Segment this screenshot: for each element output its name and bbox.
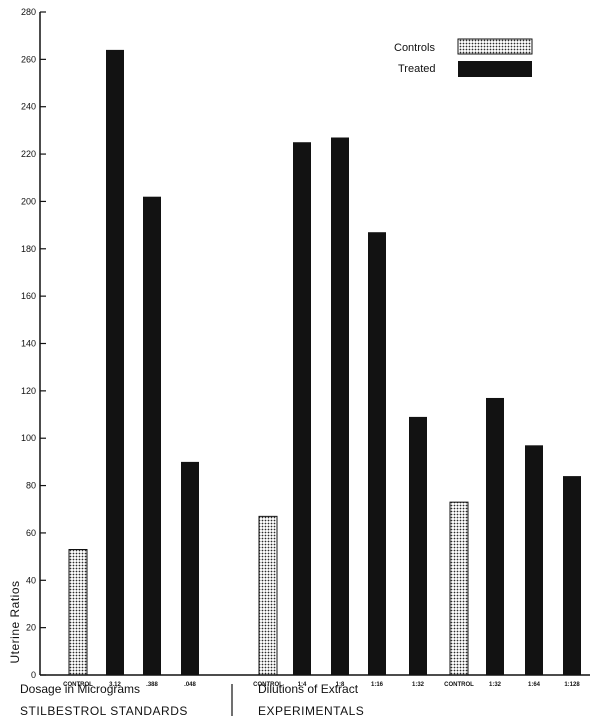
bar-treated (181, 461, 199, 675)
x-category-label: .388 (146, 682, 158, 688)
y-tick-label: 200 (21, 196, 36, 206)
x-category-label: 1:64 (528, 682, 541, 688)
y-tick-label: 80 (26, 481, 36, 491)
bar-treated (106, 49, 124, 675)
x-category-label: CONTROL (253, 682, 283, 688)
legend-label-treated: Treated (398, 63, 436, 75)
x-category-label: 1:32 (412, 682, 425, 688)
bar-treated (409, 416, 427, 675)
y-axis-label: Uterine Ratios (8, 580, 22, 663)
x-category-label: 1:16 (371, 682, 384, 688)
y-tick-label: 60 (26, 528, 36, 538)
bar-control (449, 501, 469, 676)
y-tick-label: 100 (21, 433, 36, 443)
y-axis: 0 20 40 60 80 100 120 140 160 180 200 220 240 260 280 (21, 7, 46, 680)
group-2-xlabel: Dilutions of Extract (258, 682, 359, 696)
bar-control (258, 515, 278, 676)
legend: Controls Treated (394, 38, 533, 77)
y-tick-label: 0 (31, 670, 36, 680)
x-category-label: 1:4 (298, 682, 307, 688)
x-category-label: 1:128 (564, 682, 580, 688)
y-tick-label: 160 (21, 291, 36, 301)
group-2-title: EXPERIMENTALS (258, 704, 364, 718)
group-1-title: STILBESTROL STANDARDS (20, 704, 188, 718)
category-labels: CONTROL 3.12 .388 .048 CONTROL 1:4 1:8 1:16 1:32… (63, 682, 580, 688)
bar-treated (486, 397, 504, 675)
legend-swatch-controls (457, 38, 533, 55)
y-tick-label: 260 (21, 54, 36, 64)
bar-treated (293, 142, 311, 675)
y-tick-label: 120 (21, 386, 36, 396)
bar-treated (331, 137, 349, 675)
x-category-label: 1:32 (489, 682, 502, 688)
bar-treated (368, 232, 386, 676)
bar-control (68, 549, 88, 676)
legend-label-controls: Controls (394, 42, 435, 54)
bars (68, 49, 581, 676)
legend-swatch-treated (458, 61, 532, 77)
y-tick-label: 40 (26, 575, 36, 585)
x-category-label: .048 (184, 682, 196, 688)
y-tick-label: 180 (21, 244, 36, 254)
y-tick-label: 220 (21, 149, 36, 159)
y-tick-label: 20 (26, 623, 36, 633)
y-tick-label: 280 (21, 7, 36, 17)
bar-treated (525, 445, 543, 675)
x-category-label: CONTROL (444, 682, 474, 688)
y-tick-label: 140 (21, 339, 36, 349)
bar-treated (143, 196, 161, 675)
y-tick-label: 240 (21, 102, 36, 112)
group-1-xlabel: Dosage in Micrograms (20, 682, 140, 696)
bar-treated (563, 476, 581, 675)
x-category-label: 3.12 (109, 682, 121, 688)
x-category-label: CONTROL (63, 682, 93, 688)
x-category-label: 1:8 (336, 682, 345, 688)
